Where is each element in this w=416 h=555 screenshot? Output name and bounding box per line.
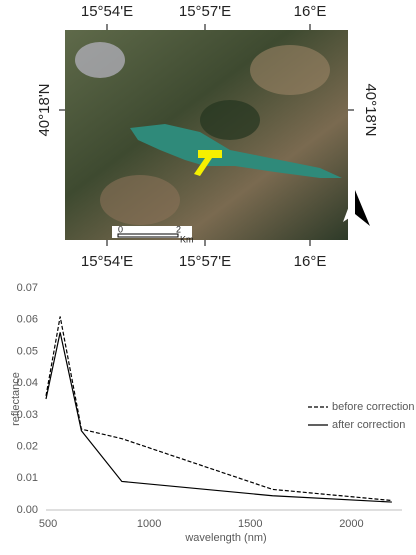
scale-box [112, 226, 192, 238]
map-feature [200, 100, 260, 140]
lon-label: 15°57'E [179, 3, 231, 20]
lat-label: 40°18'N [362, 83, 379, 136]
lon-label: 15°54'E [81, 253, 133, 270]
scale-start: 0 [118, 224, 123, 234]
y-tick-label: 0.04 [17, 377, 38, 389]
series-line [45, 316, 392, 502]
x-tick-label: 1000 [137, 518, 161, 530]
y-tick-label: 0.01 [17, 472, 38, 484]
y-tick-label: 0.07 [17, 282, 38, 294]
lon-label: 16°E [294, 3, 327, 20]
x-tick-label: 1500 [238, 518, 262, 530]
lon-label: 15°57'E [179, 253, 231, 270]
north-arrow [343, 190, 355, 222]
map-feature [250, 45, 330, 95]
x-axis-label: wavelength (nm) [184, 532, 266, 544]
y-tick-label: 0.06 [17, 314, 38, 326]
y-tick-label: 0.03 [17, 409, 38, 421]
legend-label: after correction [332, 419, 405, 431]
y-tick-label: 0.02 [17, 440, 38, 452]
map: 0 2 Km N 15°54'E 15°57'E 16°E 15°54'E 15… [36, 3, 379, 270]
map-feature [75, 42, 125, 78]
north-label: N [349, 219, 356, 230]
map-feature [100, 175, 180, 225]
x-tick-label: 2000 [339, 518, 363, 530]
y-axis-label: reflectance [10, 372, 22, 426]
scale-bar [117, 233, 179, 238]
north-arrow [355, 190, 370, 226]
x-tick-label: 500 [39, 518, 57, 530]
lat-label: 40°18'N [36, 83, 53, 136]
scale-unit: Km [180, 234, 194, 244]
series-line [45, 332, 392, 503]
y-tick-label: 0.05 [17, 345, 38, 357]
scale-end: 2 [176, 224, 181, 234]
legend-label: before correction [332, 401, 415, 413]
map-ticks [59, 24, 354, 246]
lon-label: 15°54'E [81, 3, 133, 20]
sample-marker [194, 150, 222, 176]
y-tick-label: 0.00 [17, 504, 38, 516]
lon-label: 16°E [294, 253, 327, 270]
lake [130, 124, 342, 178]
